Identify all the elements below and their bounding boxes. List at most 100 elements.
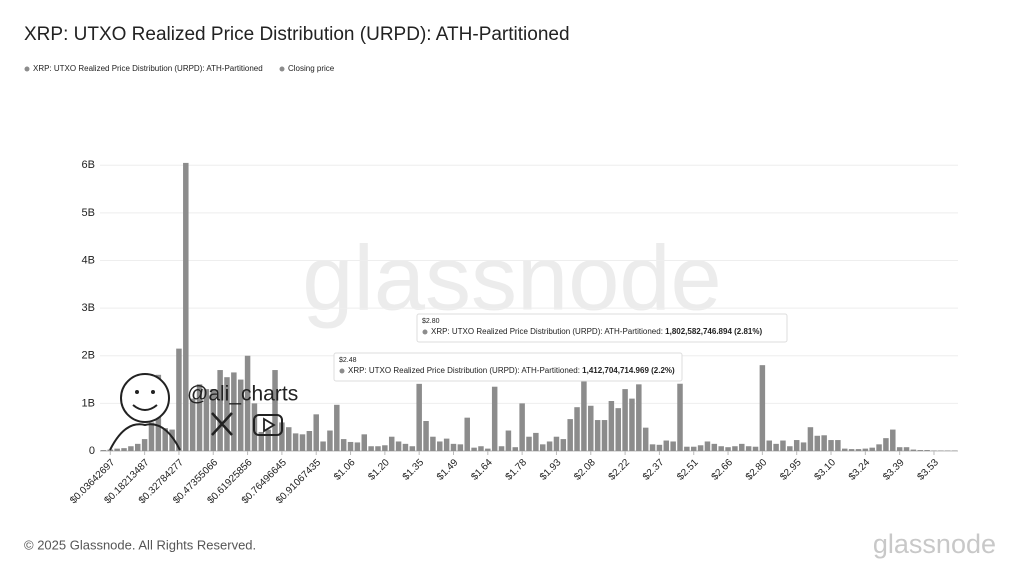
tooltips: $2.80 XRP: UTXO Realized Price Distributi… [333, 313, 788, 382]
bar [306, 431, 313, 451]
bar [690, 446, 697, 451]
bar [471, 447, 477, 451]
bar [848, 449, 855, 451]
bar [114, 448, 120, 451]
bar [189, 398, 196, 451]
bar [649, 444, 656, 451]
bar [519, 403, 525, 451]
bar [876, 444, 882, 451]
bar [787, 446, 793, 451]
bar [917, 450, 923, 451]
bar [601, 420, 608, 451]
bar [237, 379, 244, 451]
bar [800, 442, 807, 451]
y-tick-label: 5B [82, 207, 95, 219]
bar [903, 447, 910, 451]
bar [354, 442, 361, 451]
bar [780, 440, 786, 451]
bar [498, 446, 505, 451]
bar [883, 438, 889, 451]
footer: © 2025 Glassnode. All Rights Reserved. [24, 537, 256, 552]
tooltip-category: $2.48 [339, 357, 357, 364]
bar [416, 383, 422, 451]
bar [210, 389, 217, 451]
y-tick-label: 6B [82, 159, 95, 171]
bar [622, 389, 628, 451]
avatar [109, 373, 181, 451]
bar [574, 407, 580, 451]
bar [100, 450, 107, 451]
bar [656, 444, 663, 451]
bar [141, 439, 148, 451]
bar [382, 445, 388, 451]
bar [196, 384, 203, 451]
bar [539, 444, 546, 451]
bar [677, 383, 683, 451]
bar [642, 427, 649, 451]
bar [217, 370, 223, 451]
legend: XRP: UTXO Realized Price Distribution (U… [24, 64, 335, 73]
legend-label: Closing price [288, 64, 335, 73]
bar [745, 446, 752, 451]
bar [594, 420, 601, 451]
bar [457, 444, 464, 451]
bar [828, 440, 834, 451]
bar [231, 372, 237, 451]
chart-title: XRP: UTXO Realized Price Distribution (U… [24, 24, 570, 45]
y-tick-label: 4B [82, 254, 95, 266]
bar [732, 446, 738, 451]
bar [684, 446, 690, 451]
bar [478, 446, 484, 451]
bar [437, 441, 443, 451]
tooltip-text: XRP: UTXO Realized Price Distribution (U… [348, 366, 675, 375]
bar [423, 421, 429, 451]
bar [615, 408, 621, 451]
bar [135, 443, 141, 451]
social-icons [211, 412, 283, 436]
bar [485, 448, 491, 451]
y-tick-label: 1B [82, 397, 95, 409]
bar [814, 435, 821, 451]
bar [821, 435, 827, 451]
tooltip-series: XRP: UTXO Realized Price Distribution (U… [431, 327, 663, 336]
tooltip-share: (2.81%) [734, 327, 762, 336]
bar [320, 441, 326, 451]
bar [340, 439, 347, 451]
bar [567, 419, 573, 451]
y-tick-label: 2B [82, 350, 95, 362]
bar [313, 414, 319, 451]
bar [663, 440, 670, 451]
bar [718, 446, 724, 451]
bar [533, 432, 539, 451]
bar [169, 429, 175, 451]
bar [924, 450, 930, 451]
tooltip-value: 1,412,704,714.969 [582, 366, 649, 375]
bar [512, 447, 519, 451]
bar [697, 445, 704, 451]
tooltip-marker [422, 329, 428, 335]
bar [704, 441, 711, 451]
bar [491, 386, 498, 451]
bar [464, 417, 470, 451]
bar [265, 429, 271, 451]
bar [299, 434, 306, 451]
tooltip-box [416, 313, 788, 343]
bar [793, 440, 800, 451]
bar [395, 441, 402, 451]
bar [286, 427, 292, 451]
tooltip-series: XRP: UTXO Realized Price Distribution (U… [348, 366, 580, 375]
bar [361, 434, 368, 451]
bar [629, 398, 635, 451]
bar [107, 449, 114, 451]
bar [402, 443, 409, 451]
bar [560, 439, 567, 451]
bar [807, 427, 814, 451]
tooltip-text: XRP: UTXO Realized Price Distribution (U… [431, 327, 762, 336]
bar [711, 443, 718, 451]
bar [292, 433, 299, 451]
bar [244, 355, 251, 451]
bar [183, 162, 189, 451]
bar [553, 436, 560, 451]
bar [334, 404, 340, 451]
